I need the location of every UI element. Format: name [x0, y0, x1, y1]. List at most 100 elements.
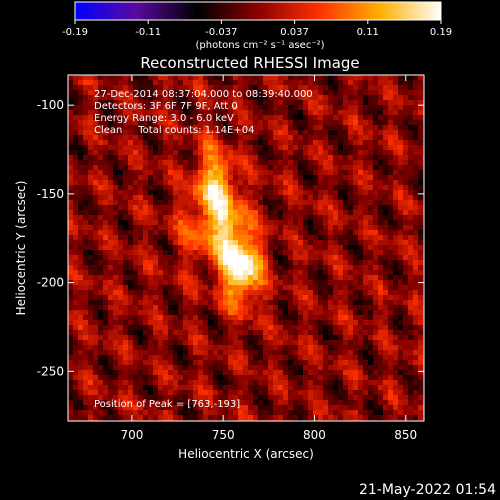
- heatmap-cell: [358, 245, 364, 251]
- heatmap-cell: [243, 95, 249, 101]
- heatmap-cell: [303, 155, 309, 161]
- heatmap-cell: [263, 400, 269, 406]
- heatmap-cell: [318, 315, 324, 321]
- heatmap-cell: [258, 175, 264, 181]
- heatmap-cell: [78, 100, 84, 106]
- heatmap-cell: [128, 340, 134, 346]
- heatmap-cell: [238, 300, 244, 306]
- heatmap-cell: [333, 335, 339, 341]
- heatmap-cell: [228, 150, 234, 156]
- heatmap-cell: [278, 225, 284, 231]
- heatmap-cell: [343, 170, 349, 176]
- heatmap-cell: [148, 190, 154, 196]
- heatmap-cell: [303, 260, 309, 266]
- heatmap-cell: [93, 260, 99, 266]
- heatmap-cell: [163, 360, 169, 366]
- heatmap-cell: [373, 405, 379, 411]
- heatmap-cell: [73, 170, 79, 176]
- heatmap-cell: [273, 365, 279, 371]
- heatmap-cell: [313, 295, 319, 301]
- heatmap-cell: [273, 125, 279, 131]
- heatmap-cell: [188, 170, 194, 176]
- heatmap-cell: [198, 165, 204, 171]
- heatmap-cell: [68, 95, 74, 101]
- heatmap-cell: [83, 180, 89, 186]
- heatmap-cell: [168, 175, 174, 181]
- heatmap-cell: [73, 140, 79, 146]
- heatmap-cell: [338, 175, 344, 181]
- heatmap-cell: [408, 80, 414, 86]
- heatmap-cell: [163, 255, 169, 261]
- heatmap-cell: [318, 90, 324, 96]
- heatmap-cell: [373, 150, 379, 156]
- heatmap-cell: [183, 295, 189, 301]
- heatmap-cell: [178, 185, 184, 191]
- heatmap-cell: [83, 75, 89, 81]
- heatmap-cell: [153, 225, 159, 231]
- heatmap-cell: [153, 195, 159, 201]
- heatmap-cell: [418, 175, 424, 181]
- heatmap-cell: [333, 345, 339, 351]
- heatmap-cell: [173, 185, 179, 191]
- heatmap-cell: [203, 225, 209, 231]
- heatmap-cell: [368, 240, 374, 246]
- heatmap-cell: [153, 315, 159, 321]
- heatmap-cell: [383, 245, 389, 251]
- heatmap-cell: [313, 370, 319, 376]
- heatmap-cell: [258, 185, 264, 191]
- heatmap-cell: [338, 370, 344, 376]
- heatmap-cell: [283, 340, 289, 346]
- heatmap-cell: [393, 75, 399, 81]
- heatmap-cell: [153, 205, 159, 211]
- heatmap-cell: [248, 115, 254, 121]
- heatmap-cell: [243, 355, 249, 361]
- heatmap-cell: [268, 405, 274, 411]
- heatmap-cell: [113, 185, 119, 191]
- heatmap-cell: [163, 185, 169, 191]
- heatmap-cell: [308, 180, 314, 186]
- heatmap-cell: [418, 290, 424, 296]
- heatmap-cell: [288, 360, 294, 366]
- heatmap-cell: [408, 340, 414, 346]
- heatmap-cell: [83, 175, 89, 181]
- heatmap-cell: [143, 255, 149, 261]
- heatmap-cell: [383, 130, 389, 136]
- heatmap-cell: [98, 325, 104, 331]
- heatmap-cell: [263, 115, 269, 121]
- heatmap-cell: [68, 295, 74, 301]
- heatmap-cell: [143, 305, 149, 311]
- heatmap-cell: [413, 160, 419, 166]
- heatmap-cell: [193, 245, 199, 251]
- heatmap-cell: [218, 220, 224, 226]
- heatmap-cell: [168, 290, 174, 296]
- heatmap-cell: [83, 295, 89, 301]
- heatmap-cell: [158, 325, 164, 331]
- heatmap-cell: [198, 285, 204, 291]
- heatmap-cell: [288, 125, 294, 131]
- heatmap-cell: [238, 280, 244, 286]
- heatmap-cell: [208, 295, 214, 301]
- heatmap-cell: [263, 75, 269, 81]
- heatmap-cell: [328, 125, 334, 131]
- heatmap-cell: [188, 120, 194, 126]
- heatmap-cell: [288, 170, 294, 176]
- heatmap-cell: [368, 290, 374, 296]
- heatmap-cell: [348, 180, 354, 186]
- heatmap-cell: [388, 110, 394, 116]
- heatmap-cell: [213, 410, 219, 416]
- heatmap-cell: [103, 155, 109, 161]
- heatmap-cell: [393, 240, 399, 246]
- heatmap-cell: [208, 255, 214, 261]
- heatmap-cell: [363, 300, 369, 306]
- heatmap-cell: [288, 80, 294, 86]
- heatmap-cell: [148, 360, 154, 366]
- heatmap-cell: [263, 285, 269, 291]
- heatmap-cell: [78, 135, 84, 141]
- heatmap-cell: [98, 165, 104, 171]
- heatmap-cell: [128, 295, 134, 301]
- heatmap-cell: [188, 415, 194, 421]
- heatmap-cell: [368, 320, 374, 326]
- heatmap-cell: [408, 95, 414, 101]
- heatmap-cell: [88, 120, 94, 126]
- heatmap-cell: [68, 125, 74, 131]
